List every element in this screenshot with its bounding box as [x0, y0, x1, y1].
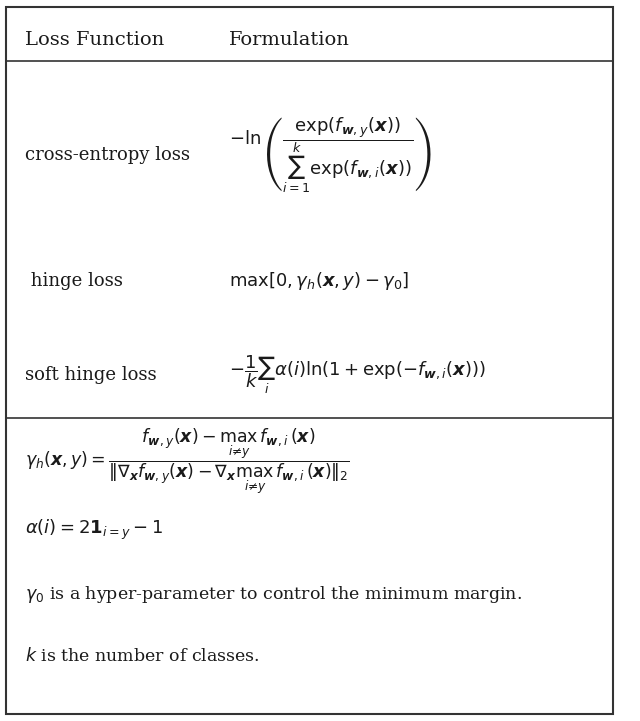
- Text: $-\dfrac{1}{k}\sum_i \alpha(i)\ln(1 + \exp(-f_{\boldsymbol{w},i}(\boldsymbol{x}): $-\dfrac{1}{k}\sum_i \alpha(i)\ln(1 + \e…: [229, 353, 486, 397]
- Text: cross-entropy loss: cross-entropy loss: [25, 146, 190, 164]
- Text: $-\ln\left(\dfrac{\exp(f_{\boldsymbol{w},y}(\boldsymbol{x}))}{\sum_{i=1}^{k}\exp: $-\ln\left(\dfrac{\exp(f_{\boldsymbol{w}…: [229, 115, 432, 195]
- Text: $\max\left[0, \gamma_h(\boldsymbol{x}, y) - \gamma_0\right]$: $\max\left[0, \gamma_h(\boldsymbol{x}, y…: [229, 270, 410, 292]
- Text: $k$ is the number of classes.: $k$ is the number of classes.: [25, 647, 259, 665]
- Text: soft hinge loss: soft hinge loss: [25, 366, 156, 384]
- Text: Loss Function: Loss Function: [25, 31, 164, 48]
- Text: hinge loss: hinge loss: [25, 273, 123, 290]
- Text: Formulation: Formulation: [229, 31, 350, 48]
- Text: $\alpha(i) = 2\mathbf{1}_{i=y} - 1$: $\alpha(i) = 2\mathbf{1}_{i=y} - 1$: [25, 518, 163, 542]
- Text: $\gamma_0$ is a hyper-parameter to control the minimum margin.: $\gamma_0$ is a hyper-parameter to contr…: [25, 584, 522, 606]
- Text: $\gamma_h(\boldsymbol{x}, y) = \dfrac{f_{\boldsymbol{w},y}(\boldsymbol{x})-\max_: $\gamma_h(\boldsymbol{x}, y) = \dfrac{f_…: [25, 427, 349, 496]
